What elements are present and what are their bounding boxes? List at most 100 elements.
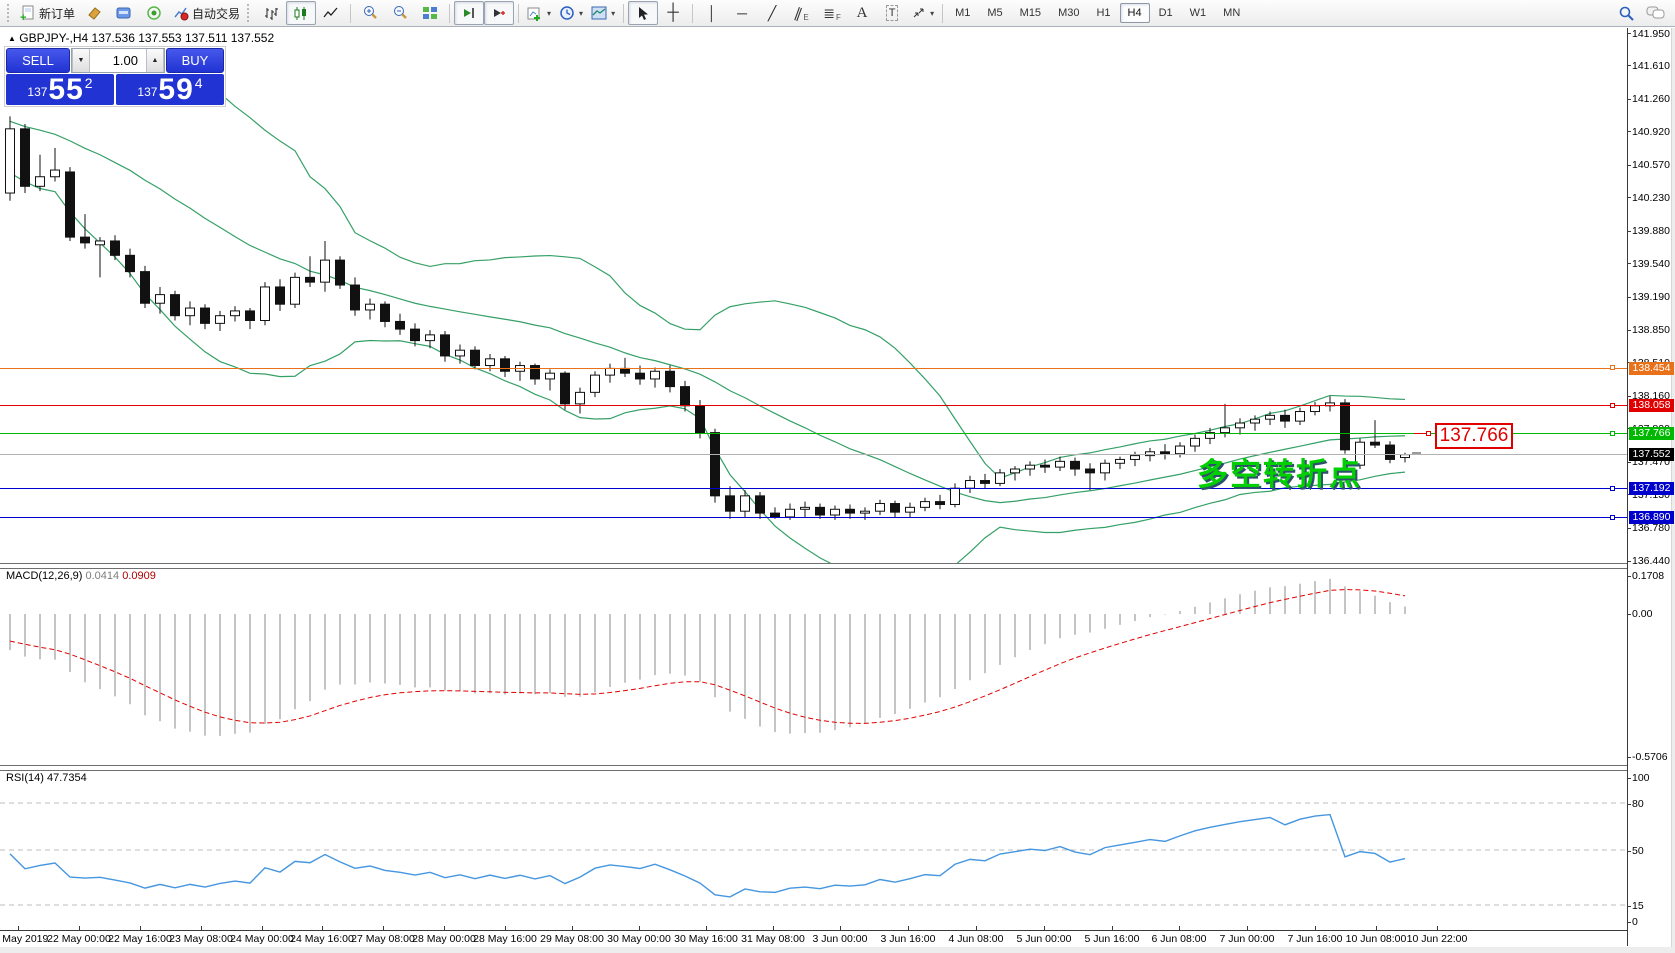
templates-button[interactable]: ▾ bbox=[587, 1, 619, 25]
time-tick-label: 22 May 16:00 bbox=[108, 933, 172, 945]
signal-button[interactable] bbox=[139, 1, 169, 25]
bar-chart-button[interactable] bbox=[256, 1, 286, 25]
tile-windows-button[interactable] bbox=[415, 1, 445, 25]
current-price-tag: 137.552 bbox=[1629, 447, 1674, 461]
line-handle[interactable] bbox=[1610, 402, 1615, 408]
zoom-in-button[interactable] bbox=[355, 1, 385, 25]
toolbar-grip[interactable] bbox=[7, 4, 13, 22]
price-tick bbox=[1627, 65, 1631, 67]
fibonacci-button[interactable]: ≣ F bbox=[817, 1, 847, 25]
tf-button-M15[interactable]: M15 bbox=[1019, 7, 1042, 19]
tf-button-H1[interactable]: H1 bbox=[1096, 7, 1111, 19]
candle-body bbox=[1070, 460, 1080, 470]
horizontal-level-line[interactable] bbox=[0, 433, 1627, 435]
tf-button-MN[interactable]: MN bbox=[1223, 7, 1241, 19]
tf-button-M30[interactable]: M30 bbox=[1058, 7, 1080, 19]
line-handle[interactable] bbox=[1610, 485, 1615, 491]
horizontal-line-button[interactable]: ─ bbox=[727, 1, 757, 25]
line-handle[interactable] bbox=[1610, 365, 1615, 371]
channel-button[interactable]: ∥ E bbox=[787, 1, 817, 25]
tf-button-H4[interactable]: H4 bbox=[1119, 3, 1150, 23]
toolbar-grip[interactable] bbox=[247, 4, 253, 22]
candle-body bbox=[530, 365, 540, 380]
callout-anchor-handle[interactable] bbox=[1426, 431, 1431, 436]
price-tick-label: 138.160 bbox=[1632, 390, 1670, 403]
candle-body bbox=[215, 315, 225, 324]
chart-shift-button[interactable] bbox=[484, 1, 515, 25]
tf-button-M5[interactable]: M5 bbox=[987, 7, 1003, 19]
sell-button[interactable]: SELL bbox=[6, 48, 70, 73]
price-tick-label: 140.570 bbox=[1632, 159, 1670, 172]
text-button[interactable]: A bbox=[847, 1, 877, 25]
buy-price-display[interactable]: 137 59 4 bbox=[116, 74, 224, 105]
templates-icon bbox=[591, 6, 607, 20]
time-tick-label: 5 Jun 00:00 bbox=[1016, 933, 1072, 945]
time-tick bbox=[383, 926, 384, 930]
horizontal-level-line[interactable] bbox=[0, 517, 1627, 519]
vertical-line-button[interactable]: │ bbox=[697, 1, 727, 25]
chart-profile-button[interactable] bbox=[109, 1, 139, 25]
candlestick-icon bbox=[294, 6, 307, 20]
time-tick-label: 24 May 00:00 bbox=[230, 933, 294, 945]
chat-button[interactable] bbox=[1641, 1, 1671, 25]
indicators-button[interactable]: ▾ bbox=[523, 1, 555, 25]
tf-button-M1[interactable]: M1 bbox=[955, 7, 971, 19]
candle-body bbox=[875, 503, 885, 512]
candle-body bbox=[230, 310, 240, 317]
candle-body bbox=[170, 294, 180, 317]
indicator-tick-label: 50 bbox=[1632, 845, 1644, 857]
rsi-pane-separator[interactable] bbox=[0, 765, 1627, 771]
line-chart-button[interactable] bbox=[316, 1, 346, 25]
chat-icon bbox=[1646, 6, 1665, 19]
autotrading-button[interactable]: 自动交易 bbox=[169, 1, 244, 25]
auto-scroll-button[interactable] bbox=[454, 1, 485, 25]
vertical-line-icon: │ bbox=[707, 5, 717, 21]
macd-pane-separator[interactable] bbox=[0, 563, 1627, 569]
crosshair-button[interactable]: ┼ bbox=[658, 1, 688, 25]
text-label-button[interactable]: T bbox=[877, 1, 907, 25]
candle-body bbox=[1085, 468, 1095, 474]
candle-body bbox=[290, 276, 300, 305]
candle-body bbox=[1280, 414, 1290, 422]
volume-decrease-button[interactable]: ▼ bbox=[72, 49, 90, 72]
cursor-button[interactable] bbox=[628, 1, 659, 25]
zoom-out-button[interactable] bbox=[385, 1, 415, 25]
main-pane bbox=[5, 65, 1410, 563]
candle-body bbox=[935, 501, 945, 505]
periods-button[interactable]: ▾ bbox=[555, 1, 587, 25]
tf-button-D1[interactable]: D1 bbox=[1158, 7, 1173, 19]
candle-body bbox=[605, 367, 615, 376]
candle-body bbox=[245, 310, 255, 321]
crosshair-icon: ┼ bbox=[667, 4, 679, 21]
styler-button[interactable] bbox=[79, 1, 109, 25]
collapse-arrow-icon[interactable]: ▲ bbox=[8, 34, 16, 43]
line-handle[interactable] bbox=[1610, 430, 1615, 436]
horizontal-level-line[interactable] bbox=[0, 367, 1627, 369]
sell-price-display[interactable]: 137 55 2 bbox=[6, 74, 114, 105]
search-button[interactable] bbox=[1611, 1, 1641, 25]
candle-body bbox=[50, 169, 60, 178]
price-callout-box[interactable]: 137.766 bbox=[1435, 423, 1513, 449]
rsi-line bbox=[9, 813, 1406, 898]
candle-body bbox=[1010, 468, 1020, 474]
time-tick-label: 21 May 2019 bbox=[0, 933, 49, 945]
volume-increase-button[interactable]: ▲ bbox=[146, 49, 164, 72]
candlestick-chart-button[interactable] bbox=[286, 1, 317, 25]
trendline-button[interactable]: ╱ bbox=[757, 1, 787, 25]
macd-label: MACD(12,26,9) 0.0414 0.0909 bbox=[6, 570, 156, 582]
candle-body bbox=[980, 480, 990, 484]
tf-button-W1[interactable]: W1 bbox=[1189, 7, 1207, 19]
horizontal-level-line[interactable] bbox=[0, 488, 1627, 490]
volume-input[interactable]: 1.00 bbox=[90, 49, 146, 72]
macd-pane bbox=[9, 578, 1406, 736]
line-handle[interactable] bbox=[1610, 514, 1615, 520]
arrows-button[interactable]: ▾ bbox=[907, 1, 938, 25]
candle-body bbox=[275, 286, 285, 305]
price-tick-label: 136.780 bbox=[1632, 522, 1670, 535]
horizontal-level-line[interactable] bbox=[0, 405, 1627, 407]
new-order-button[interactable]: + 新订单 bbox=[16, 1, 79, 25]
chart-annotation-text[interactable]: 多空转折点 bbox=[1197, 457, 1362, 492]
buy-button[interactable]: BUY bbox=[166, 48, 224, 73]
